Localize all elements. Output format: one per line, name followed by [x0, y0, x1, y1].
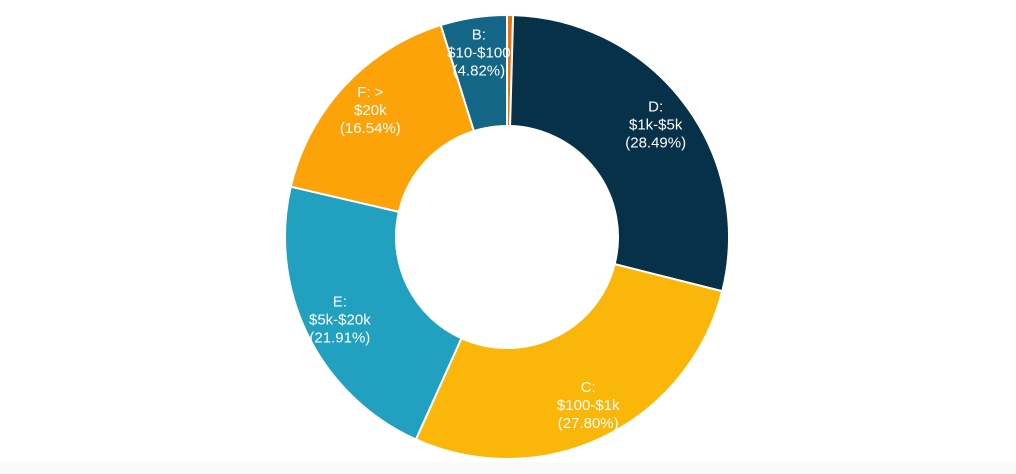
slice-label-line: (21.91%) — [309, 330, 370, 347]
slice-label-line: C: — [581, 379, 596, 396]
slice-label-line: $10-$100 — [447, 45, 510, 62]
slice-label-line: $1k-$5k — [629, 116, 683, 133]
slice-label-line: (28.49%) — [625, 134, 686, 151]
slice-label-d: D: $1k-$5k (28.49%) — [625, 98, 686, 151]
labels-layer: D: $1k-$5k (28.49%) C: $100-$1k (27.80%) E: $5k… — [309, 27, 686, 432]
slices-layer — [284, 13, 730, 460]
slice-label-line: B: — [472, 27, 486, 44]
slice-label-line: (4.82%) — [453, 63, 506, 80]
slice-e[interactable] — [284, 185, 463, 441]
slice-c[interactable] — [414, 262, 724, 460]
slice-label-line: $100-$1k — [557, 397, 620, 414]
slice-b[interactable] — [439, 13, 508, 133]
bottom-band — [0, 462, 1016, 474]
slice-d[interactable] — [509, 14, 730, 293]
slice-label-line: (27.80%) — [558, 415, 619, 432]
slice-label-line: E: — [333, 294, 347, 311]
slice-label-f: F: > $20k (16.54%) — [340, 84, 401, 137]
slice-f[interactable] — [289, 23, 476, 214]
slice-label-line: (16.54%) — [340, 120, 401, 137]
slice-label-b: B: $10-$100 (4.82%) — [447, 27, 510, 80]
slice-label-line: $20k — [354, 102, 387, 119]
slice-label-line: D: — [648, 98, 663, 115]
slice-label-c: C: $100-$1k (27.80%) — [557, 379, 620, 432]
slice-label-e: E: $5k-$20k (21.91%) — [309, 294, 371, 347]
slice-label-line: F: > — [357, 84, 383, 101]
slice-label-line: $5k-$20k — [309, 312, 371, 329]
